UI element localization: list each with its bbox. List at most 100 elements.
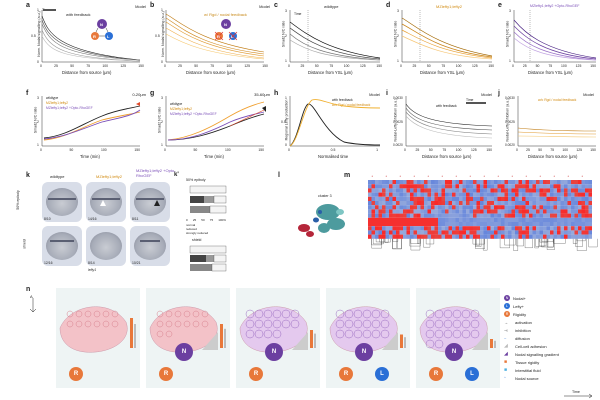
heatmap-cell — [385, 201, 389, 206]
heatmap-cell — [553, 192, 557, 197]
heatmap-cell — [550, 180, 554, 185]
heatmap-cell — [501, 230, 505, 235]
dendrogram-branch — [397, 238, 402, 249]
time-label: Time — [466, 98, 474, 102]
heatmap-cell — [389, 188, 393, 193]
heatmap-cell — [546, 234, 550, 239]
heatmap-cell — [438, 205, 442, 210]
panel-title: MZlefty1;lefty2 +Opto-RhoGEF — [530, 4, 580, 8]
heatmap-cell — [371, 209, 375, 214]
col-wildtype: wildtype — [50, 174, 65, 179]
heatmap-cell — [375, 226, 379, 231]
heatmap-cell — [550, 217, 554, 222]
heatmap-cell — [445, 226, 449, 231]
heatmap-cell — [515, 217, 519, 222]
heatmap-cell — [406, 205, 410, 210]
x-axis-label: Distance from source (μm) — [186, 70, 236, 75]
row-shield: shield — [22, 239, 27, 249]
heatmap-cell — [445, 184, 449, 189]
y-tick: 1 — [161, 8, 163, 12]
heatmap-cell — [378, 196, 382, 201]
heatmap-cell — [515, 222, 519, 227]
heatmap-cell — [539, 196, 543, 201]
heatmap-cell — [564, 234, 568, 239]
dendrogram-branch — [576, 238, 587, 251]
heatmap-cell — [518, 188, 522, 193]
heatmap-cell — [581, 217, 585, 222]
heatmap-cell — [501, 205, 505, 210]
heatmap-cell — [553, 196, 557, 201]
panel-letter: l — [278, 172, 280, 179]
heatmap-cell — [368, 196, 372, 201]
heatmap-cell — [480, 217, 484, 222]
heatmap-cell — [553, 213, 557, 218]
dendrogram-branch — [384, 238, 389, 243]
heatmap-cell — [508, 196, 512, 201]
heatmap-cell — [396, 201, 400, 206]
heatmap-cell — [543, 196, 547, 201]
heatmap-cell — [483, 226, 487, 231]
heatmap-cell — [389, 226, 393, 231]
heatmap-cell — [567, 213, 571, 218]
heatmap-cell — [410, 192, 414, 197]
heatmap-cell — [434, 213, 438, 218]
heatmap-cell — [466, 222, 470, 227]
heatmap-cell — [448, 226, 452, 231]
heatmap-cell — [368, 209, 372, 214]
heatmap-cell — [567, 222, 571, 227]
heatmap-cell — [403, 209, 407, 214]
heatmap-cell — [515, 184, 519, 189]
heatmap-cell — [417, 209, 421, 214]
heatmap-cell — [518, 205, 522, 210]
embryo-image — [42, 226, 82, 266]
dendrogram-branch — [410, 238, 421, 251]
heatmap-cell — [585, 201, 589, 206]
heatmap-cell — [508, 205, 512, 210]
heatmap-cell — [431, 230, 435, 235]
heatmap-cell — [567, 184, 571, 189]
heatmap-cell — [385, 192, 389, 197]
panel-letter: d — [386, 2, 391, 9]
heatmap-cell — [532, 180, 536, 185]
heatmap-cell — [574, 192, 578, 197]
heatmap-cell — [434, 205, 438, 210]
count: 8/10 — [44, 217, 51, 221]
heatmap-cell — [476, 205, 480, 210]
heatmap-cell — [539, 230, 543, 235]
heatmap-cell — [427, 213, 431, 218]
heatmap-cell — [501, 196, 505, 201]
heatmap-cell — [511, 192, 515, 197]
legend-with: with feedback — [332, 98, 353, 102]
heatmap-cell — [469, 217, 473, 222]
y-axis-label: Nodal-Lefty inhibition (a.u.) — [505, 98, 510, 142]
heatmap-cell — [494, 213, 498, 218]
heatmap-cell — [543, 209, 547, 214]
heatmap-cell — [378, 192, 382, 197]
heatmap-cell — [375, 201, 379, 206]
heatmap-cell — [424, 196, 428, 201]
legend-row: L Lefty+ — [504, 303, 525, 309]
heatmap-cell — [529, 205, 533, 210]
heatmap-cell — [539, 209, 543, 214]
heatmap-cell — [511, 230, 515, 235]
heatmap-cell — [459, 196, 463, 201]
panel-letter: h — [274, 90, 279, 97]
heatmap-cell — [480, 201, 484, 206]
heatmap-cell — [413, 222, 417, 227]
heatmap-cell — [371, 192, 375, 197]
heatmap-cell — [567, 180, 571, 185]
heatmap-cell — [396, 180, 400, 185]
heatmap-cell — [462, 188, 466, 193]
heatmap-cell — [557, 209, 561, 214]
heatmap-cell — [424, 213, 428, 218]
range-label: 35-60μm — [254, 92, 270, 97]
heatmap-cell — [588, 192, 592, 197]
heatmap-cell — [564, 226, 568, 231]
heatmap-cell — [452, 209, 456, 214]
heatmap-cell — [462, 230, 466, 235]
heatmap-cell — [560, 234, 564, 239]
y-tick: 2 — [397, 34, 399, 38]
heatmap-cell — [574, 184, 578, 189]
heatmap-cell — [532, 192, 536, 197]
heatmap-cell — [522, 209, 526, 214]
